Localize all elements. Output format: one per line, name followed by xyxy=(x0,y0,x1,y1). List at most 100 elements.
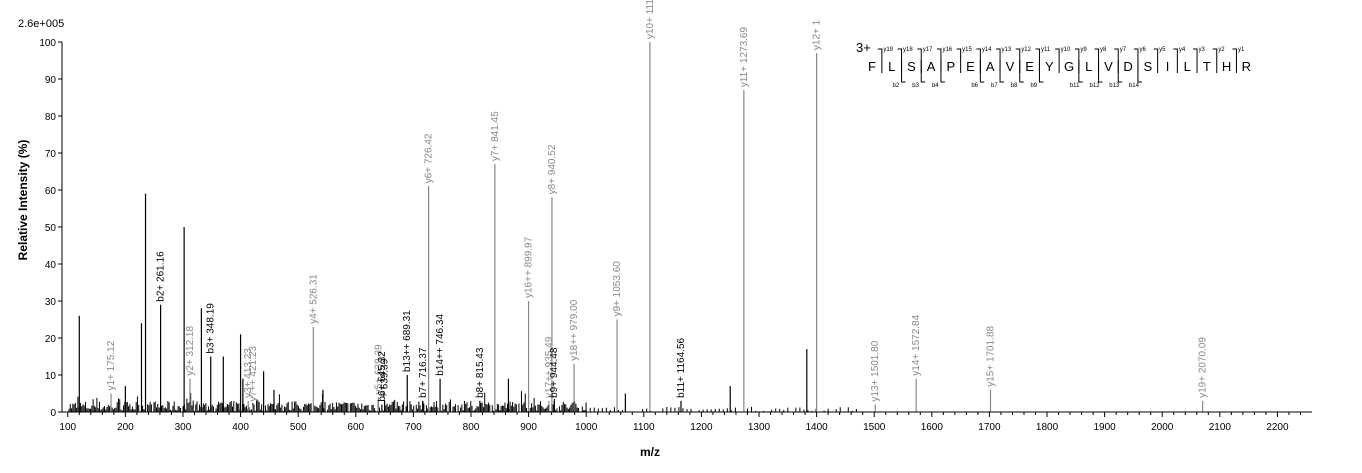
peak-label: y12+ 1 xyxy=(812,19,823,50)
y-tick-label: 70 xyxy=(45,149,57,160)
sequence-residue: L xyxy=(1085,59,1092,74)
sequence-residue: T xyxy=(1203,59,1211,74)
y-ion-label: y6 xyxy=(1139,47,1146,53)
peak-labels: y1+ 175.12 b2+ 261.16 y2+ 312.18 b3+ 348.19… xyxy=(106,0,1209,402)
x-tick-label: 1200 xyxy=(690,422,713,433)
x-tick-label: 1700 xyxy=(978,422,1001,433)
x-tick-label: 1400 xyxy=(805,422,828,433)
y-ion-label: y9 xyxy=(1080,47,1087,53)
b-ion-marker xyxy=(920,60,926,83)
y-ion-label: y4 xyxy=(1179,47,1186,53)
y-ion-label: y2 xyxy=(1218,47,1225,53)
x-tick-label: 1900 xyxy=(1094,422,1117,433)
y-ion-label: y15 xyxy=(962,47,972,53)
sequence-residue: A xyxy=(927,59,936,74)
b-ion-label: b13 xyxy=(1109,83,1120,89)
peak-label: y15+ 1701.88 xyxy=(986,325,997,386)
sequence-residue: L xyxy=(888,59,895,74)
y-ion-marker xyxy=(1035,48,1040,73)
peak-label: y10+ 1110.6 xyxy=(645,0,656,39)
peak-label: b7+ 716.37 xyxy=(418,347,429,398)
peak-label: y7++ 421.23 xyxy=(248,346,259,402)
y-ion-label: y10 xyxy=(1061,47,1071,53)
y-tick-label: 30 xyxy=(45,297,57,308)
peak-label: + 639.39 xyxy=(380,358,391,398)
sequence-residue: D xyxy=(1123,59,1132,74)
y-ion-marker xyxy=(1173,48,1178,73)
x-tick-label: 1000 xyxy=(575,422,598,433)
x-tick-label: 1600 xyxy=(921,422,944,433)
sequence-residue: L xyxy=(1184,59,1191,74)
b-ion-marker xyxy=(940,60,945,83)
peak-label: b9+ 944.48 xyxy=(549,347,560,398)
b-ion-marker xyxy=(1117,60,1123,83)
b-ion-marker xyxy=(1038,60,1044,83)
b-ion-label: b11 xyxy=(1070,83,1080,89)
peak-label: y4+ 526.31 xyxy=(308,274,319,324)
x-tick-label: 1100 xyxy=(633,422,655,433)
sequence-charge: 3+ xyxy=(856,40,871,55)
sequence-residue: F xyxy=(868,59,876,74)
y-ion-label: y11 xyxy=(1041,47,1051,53)
y-ion-marker xyxy=(1133,48,1139,73)
peak-label: y11+ 1273.69 xyxy=(739,27,750,88)
sequence-residue: I xyxy=(1166,59,1170,74)
y-ion-marker xyxy=(1074,48,1080,73)
y-ion-label: y18 xyxy=(903,47,913,53)
y-ion-label: y16 xyxy=(942,47,952,53)
y-tick-label: 90 xyxy=(45,75,57,86)
peak-label: y6+ 726.42 xyxy=(424,133,435,183)
b-ion-marker xyxy=(1019,60,1024,83)
spectrum-peaks xyxy=(78,42,1204,412)
x-axis-title: m/z xyxy=(640,445,660,459)
peak-label: b8+ 815.43 xyxy=(475,347,486,398)
x-tick-label: 500 xyxy=(290,422,307,433)
y-tick-label: 100 xyxy=(39,38,56,49)
x-tick-label: 600 xyxy=(347,422,364,433)
b-ion-marker xyxy=(999,60,1005,83)
peak-label: b3+ 348.19 xyxy=(206,303,217,354)
sequence-residue: R xyxy=(1242,59,1251,74)
y-ion-marker xyxy=(1094,48,1100,73)
y-ion-label: y5 xyxy=(1159,47,1166,53)
y-ion-label: y3 xyxy=(1199,47,1206,53)
y-ion-label: y12 xyxy=(1021,47,1031,53)
peak-label: y7+ 841.45 xyxy=(490,111,501,161)
peak-label: b14++ 746.34 xyxy=(435,314,446,376)
y-ion-marker xyxy=(1015,48,1021,73)
b-ion-marker xyxy=(1137,60,1142,83)
b-ion-marker xyxy=(1098,60,1103,83)
peak-label: y13+ 1501.80 xyxy=(870,340,881,401)
peak-label: y1+ 175.12 xyxy=(106,340,117,390)
peak-label: y9+ 1053.60 xyxy=(612,261,623,317)
y-tick-label: 60 xyxy=(45,186,57,197)
b-ion-label: b9 xyxy=(1030,83,1037,89)
y-ion-label: y8 xyxy=(1100,47,1107,53)
peak-label: y17++ 935.49 xyxy=(544,336,555,398)
b-ion-label: b14 xyxy=(1129,83,1140,89)
y-ion-marker xyxy=(1212,48,1218,73)
b-ion-label: b3 xyxy=(912,83,919,89)
sequence-residue: S xyxy=(1143,59,1152,74)
peak-label: b13++ 689.31 xyxy=(402,310,413,372)
peak-label: y8+ 940.52 xyxy=(547,144,558,194)
y-tick-label: 20 xyxy=(45,334,57,345)
b-ion-marker xyxy=(901,60,906,83)
y-ion-marker xyxy=(877,48,883,73)
axes: 0 10 20 30 40 50 60 70 80 90 100 100 200 300 400 500 600… xyxy=(39,38,1312,433)
peak-label: y18++ 979.00 xyxy=(569,299,580,361)
peak-label: y19+ 2070.09 xyxy=(1198,337,1209,398)
peak-label: y3+ 413.23 xyxy=(243,348,254,398)
b-ion-label: b12 xyxy=(1090,83,1101,89)
y-ion-marker xyxy=(1114,48,1119,73)
b-ion-label: b8 xyxy=(1011,83,1018,89)
intensity-scale-label: 2.6e+005 xyxy=(18,18,64,30)
y-ion-marker xyxy=(1193,48,1198,73)
y-ion-marker xyxy=(976,48,981,73)
x-tick-label: 1800 xyxy=(1036,422,1059,433)
x-tick-label: 900 xyxy=(520,422,537,433)
x-tick-label: 2000 xyxy=(1151,422,1174,433)
noise-peaks xyxy=(67,391,861,412)
y-tick-label: 50 xyxy=(45,223,57,234)
